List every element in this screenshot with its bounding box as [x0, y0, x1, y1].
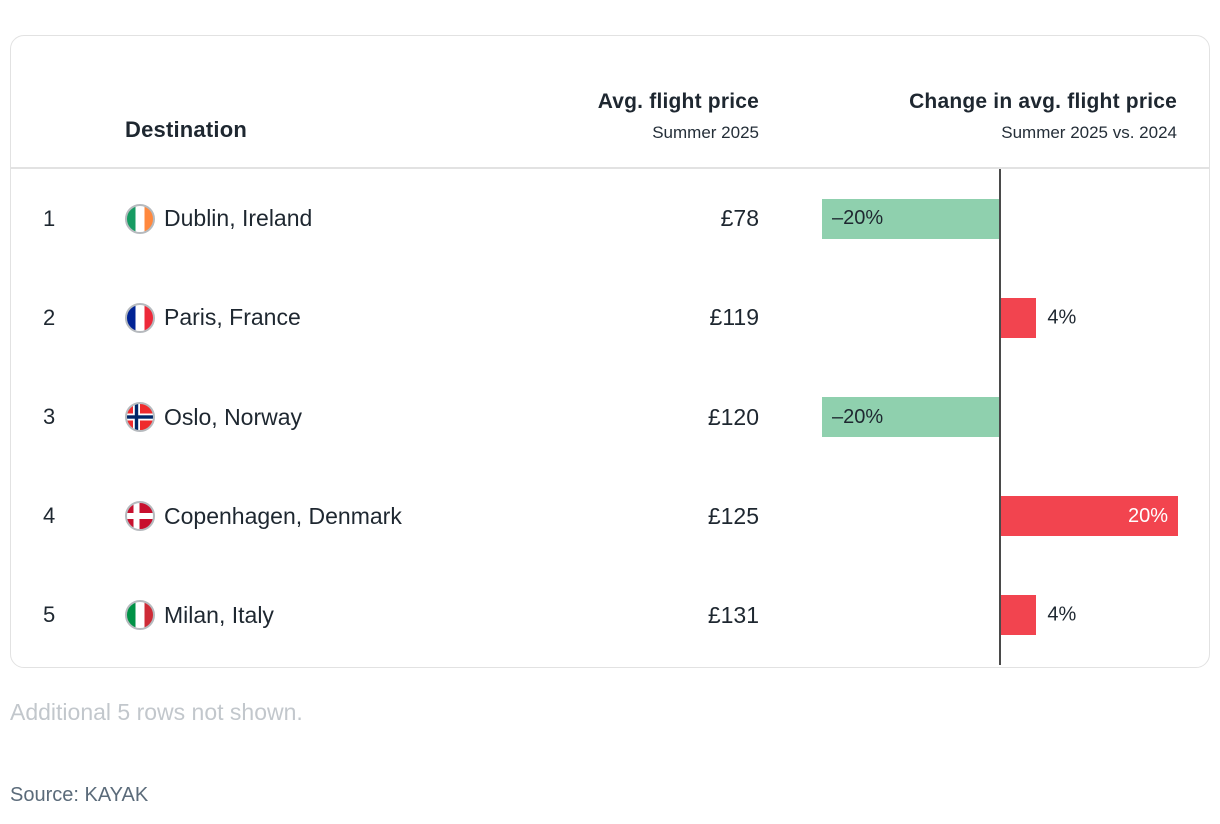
table-header: Destination Avg. flight price Summer 202… [11, 36, 1209, 169]
destination-column-header: Destination [125, 117, 247, 142]
table-row: 4 Copenhagen, Denmark £125 [11, 467, 1209, 566]
change-bar [1001, 297, 1037, 338]
flight-price-table-card: Destination Avg. flight price Summer 202… [10, 35, 1210, 668]
row-rank: 2 [43, 304, 56, 330]
table-row: 3 Oslo, Norway [11, 367, 1209, 466]
ireland-flag-icon [125, 203, 155, 234]
price-column-title: Avg. flight price [597, 90, 759, 113]
price-column-subtitle: Summer 2025 [652, 123, 759, 142]
table-row: 2 Paris, France £119 [11, 268, 1209, 367]
destination-cell: Dublin, Ireland [125, 203, 721, 234]
change-bar-label: 4% [1047, 603, 1077, 626]
destination-cell: Oslo, Norway [125, 402, 708, 432]
norway-flag-icon [125, 402, 155, 432]
row-rank: 3 [43, 404, 56, 429]
change-column-title: Change in avg. flight price [909, 90, 1177, 113]
change-bar: –20% [822, 397, 999, 437]
change-bar: –20% [822, 198, 999, 239]
price-value: £120 [707, 403, 759, 430]
france-flag-icon [125, 302, 155, 333]
italy-flag-icon [125, 600, 155, 631]
row-rank: 5 [43, 602, 56, 628]
change-bar [1001, 595, 1037, 636]
destination-name: Copenhagen, Denmark [164, 502, 402, 529]
change-bar-track: 4% [759, 268, 1209, 367]
change-bar-label: –20% [832, 405, 884, 428]
destination-name: Dublin, Ireland [164, 205, 313, 232]
price-value: £78 [720, 205, 759, 232]
destination-name: Milan, Italy [164, 601, 274, 628]
denmark-flag-icon [125, 501, 155, 532]
table-body: 1 Dublin, Ireland £78 –20% [11, 169, 1209, 665]
destination-cell: Milan, Italy [125, 600, 708, 631]
destination-name: Paris, France [164, 304, 301, 331]
change-column-header: Change in avg. flight price Summer 2025 … [759, 90, 1209, 143]
price-value: £119 [709, 304, 759, 331]
destination-name: Oslo, Norway [164, 403, 303, 430]
price-value: £125 [707, 502, 759, 529]
change-bar-track: –20% [759, 169, 1209, 268]
destination-cell: Paris, France [125, 302, 710, 333]
change-bar-track: 4% [759, 566, 1209, 665]
row-rank: 4 [43, 503, 56, 529]
zero-axis-line [999, 169, 1001, 665]
price-value: £131 [707, 601, 759, 628]
source-attribution: Source: KAYAK [10, 784, 149, 806]
table-row: 1 Dublin, Ireland £78 –20% [11, 169, 1209, 268]
change-bar-label: 4% [1047, 306, 1077, 329]
change-column-subtitle: Summer 2025 vs. 2024 [1001, 123, 1177, 142]
destination-cell: Copenhagen, Denmark [125, 501, 708, 532]
change-bar-label: –20% [832, 207, 884, 230]
table-row: 5 Milan, Italy £131 [11, 566, 1209, 665]
change-bar: 20% [1001, 496, 1178, 537]
price-column-header: Avg. flight price Summer 2025 [598, 90, 759, 143]
change-bar-label: 20% [1127, 504, 1168, 527]
row-rank: 1 [43, 205, 56, 231]
change-bar-track: 20% [759, 467, 1209, 566]
change-bar-track: –20% [759, 367, 1209, 466]
additional-rows-note: Additional 5 rows not shown. [10, 699, 303, 725]
